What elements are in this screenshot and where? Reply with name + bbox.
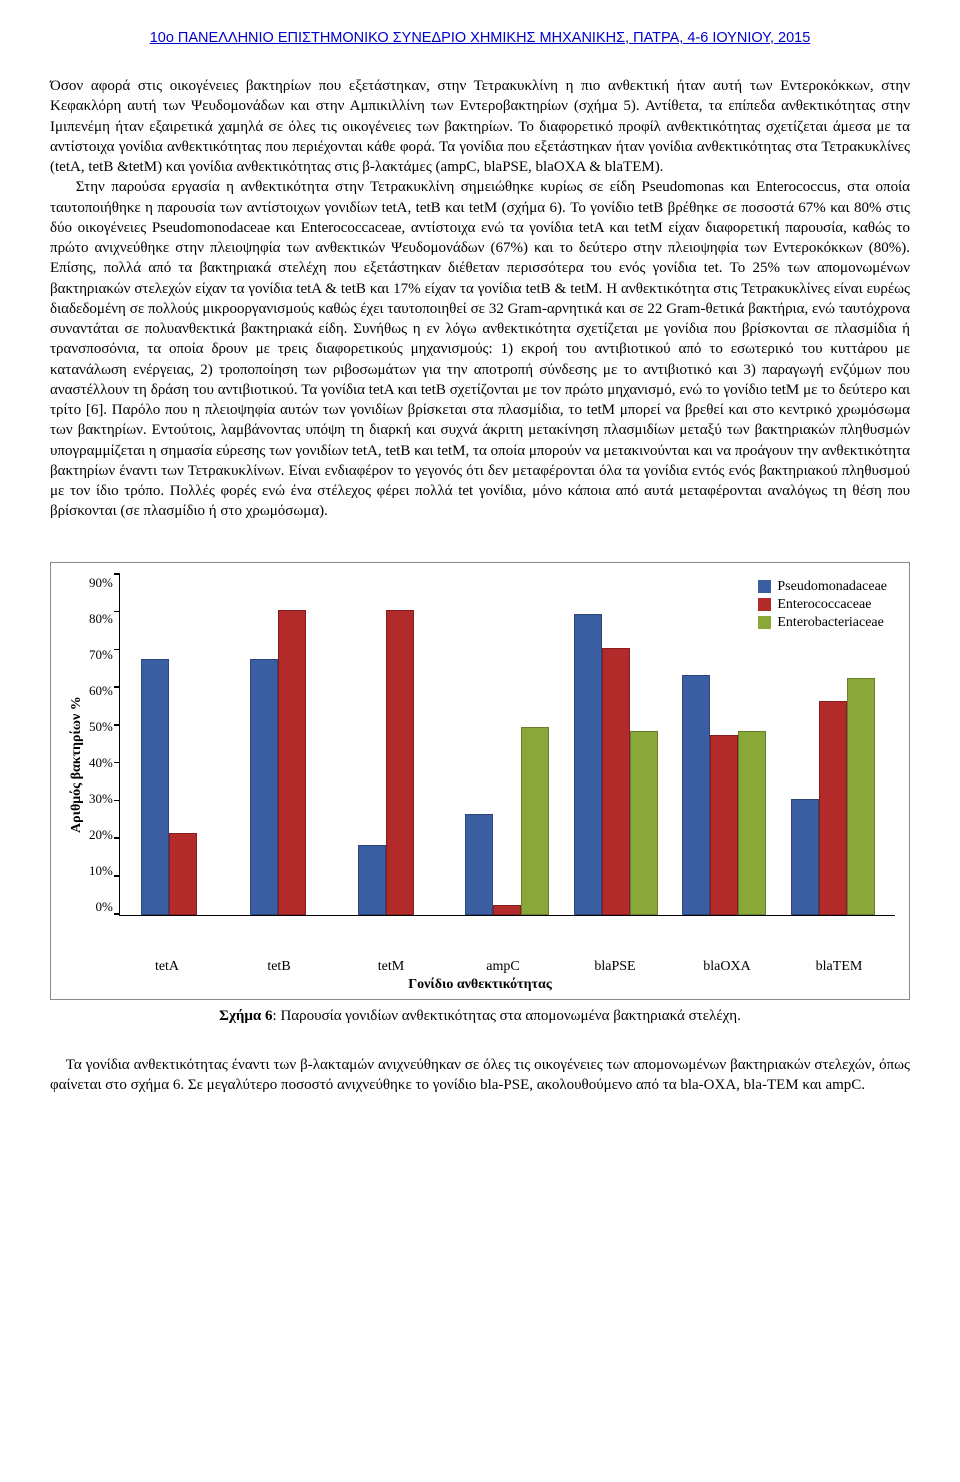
bar-group bbox=[128, 575, 236, 915]
main-paragraph: Όσον αφορά στις οικογένειες βακτηρίων πο… bbox=[50, 76, 910, 522]
y-tick: 90% bbox=[89, 575, 113, 591]
plot-area: PseudomonadaceaeEnterococcaceaeEnterobac… bbox=[119, 575, 895, 916]
bar bbox=[141, 659, 169, 914]
x-tick: ampC bbox=[447, 959, 559, 975]
bar-group bbox=[345, 575, 453, 915]
y-axis-label: Αριθμός βακτηρίων % bbox=[65, 575, 89, 955]
caption-text: : Παρουσία γονιδίων ανθεκτικότητας στα α… bbox=[273, 1008, 741, 1024]
bar bbox=[169, 833, 197, 914]
bar bbox=[710, 735, 738, 915]
y-tick: 30% bbox=[89, 791, 113, 807]
bar bbox=[278, 610, 306, 914]
bar bbox=[493, 905, 521, 915]
x-tick: blaOXA bbox=[671, 959, 783, 975]
y-tick: 80% bbox=[89, 611, 113, 627]
y-tick: 10% bbox=[89, 863, 113, 879]
figure-6-chart: Αριθμός βακτηρίων % 90% 80% 70% 60% 50% 40% 30… bbox=[50, 562, 910, 1000]
bar bbox=[602, 648, 630, 914]
bar bbox=[386, 610, 414, 914]
y-tick: 60% bbox=[89, 683, 113, 699]
bar bbox=[358, 845, 386, 915]
x-axis-ticks: tetAtetBtetMampCblaPSEblaOXAblaTEM bbox=[111, 959, 895, 975]
x-tick: tetB bbox=[223, 959, 335, 975]
bar bbox=[791, 799, 819, 914]
x-axis-label: Γονίδιο ανθεκτικότητας bbox=[65, 977, 895, 993]
y-tick: 50% bbox=[89, 719, 113, 735]
bar-group bbox=[236, 575, 344, 915]
x-tick: blaTEM bbox=[783, 959, 895, 975]
y-tick: 0% bbox=[96, 899, 113, 915]
figure-caption: Σχήμα 6: Παρουσία γονιδίων ανθεκτικότητα… bbox=[50, 1008, 910, 1025]
caption-label: Σχήμα 6 bbox=[219, 1008, 272, 1024]
y-tick: 70% bbox=[89, 647, 113, 663]
bar bbox=[521, 727, 549, 914]
x-tick: tetM bbox=[335, 959, 447, 975]
bar bbox=[465, 814, 493, 914]
bar bbox=[738, 731, 766, 914]
bar bbox=[250, 659, 278, 914]
bar bbox=[630, 731, 658, 914]
footer-paragraph: Τα γονίδια ανθεκτικότητας έναντι των β-λ… bbox=[50, 1055, 910, 1096]
bar-group bbox=[562, 575, 670, 915]
conference-header: 10ο ΠΑΝΕΛΛΗΝΙΟ ΕΠΙΣΤΗΜΟΝΙΚΟ ΣΥΝΕΔΡΙΟ ΧΗΜ… bbox=[50, 30, 910, 46]
x-tick: blaPSE bbox=[559, 959, 671, 975]
bar-group bbox=[779, 575, 887, 915]
x-tick: tetA bbox=[111, 959, 223, 975]
bar bbox=[574, 614, 602, 914]
bar-group bbox=[670, 575, 778, 915]
y-tick: 20% bbox=[89, 827, 113, 843]
bar bbox=[819, 701, 847, 915]
y-tick: 40% bbox=[89, 755, 113, 771]
bar-group bbox=[453, 575, 561, 915]
bar bbox=[847, 678, 875, 914]
bar bbox=[682, 675, 710, 915]
y-axis-ticks: 90% 80% 70% 60% 50% 40% 30% 20% 10% 0% bbox=[89, 575, 119, 915]
